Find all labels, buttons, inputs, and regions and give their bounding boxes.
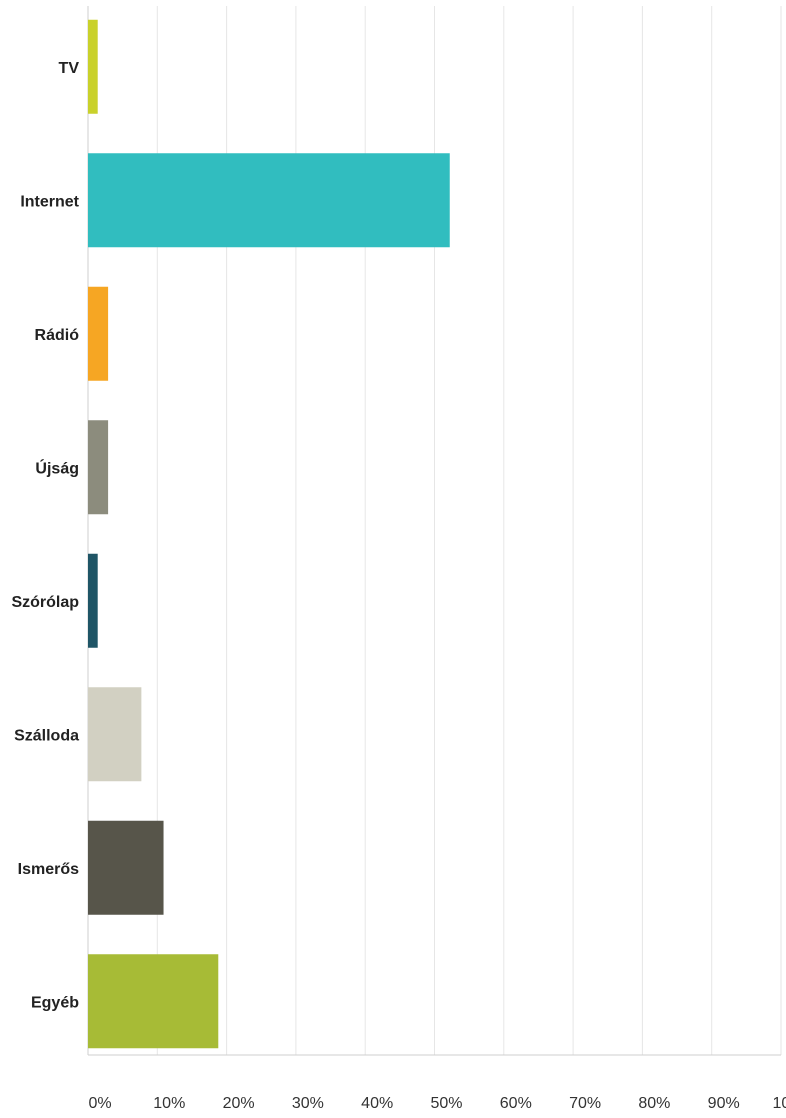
category-label: Újság (35, 458, 79, 477)
bar (88, 19, 98, 114)
bar (88, 954, 219, 1049)
bar (88, 153, 450, 248)
category-label-layer: TV Internet Rádió Újság Szórólap Szálloda Isme… (11, 60, 79, 1012)
x-tick-label: 60% (500, 1095, 532, 1112)
x-tick-label: 30% (292, 1095, 324, 1112)
x-tick-label: 70% (569, 1095, 601, 1112)
category-label: Szórólap (11, 594, 79, 611)
x-tick-label: 40% (361, 1095, 393, 1112)
x-tick-label: 20% (223, 1095, 255, 1112)
x-tick-label: 0% (88, 1095, 111, 1112)
bar (88, 286, 109, 381)
category-label: TV (59, 60, 80, 77)
x-tick-label: 100% (773, 1095, 786, 1112)
x-tick-label: 50% (430, 1095, 462, 1112)
bar-layer (88, 19, 450, 1049)
x-tick-layer: 0% 10% 20% 30% 40% 50% 60% 70% 80% 90% 100% (88, 1095, 786, 1112)
bar (88, 420, 109, 515)
category-label: Egyéb (31, 994, 79, 1011)
category-label: Internet (20, 193, 79, 210)
bar (88, 820, 164, 915)
category-label: Ismerős (18, 861, 79, 878)
category-label: Szálloda (14, 727, 79, 744)
bar (88, 553, 98, 648)
category-label: Rádió (35, 327, 80, 344)
x-tick-label: 90% (708, 1095, 740, 1112)
x-tick-label: 80% (638, 1095, 670, 1112)
bar (88, 687, 142, 782)
x-tick-label: 10% (153, 1095, 185, 1112)
